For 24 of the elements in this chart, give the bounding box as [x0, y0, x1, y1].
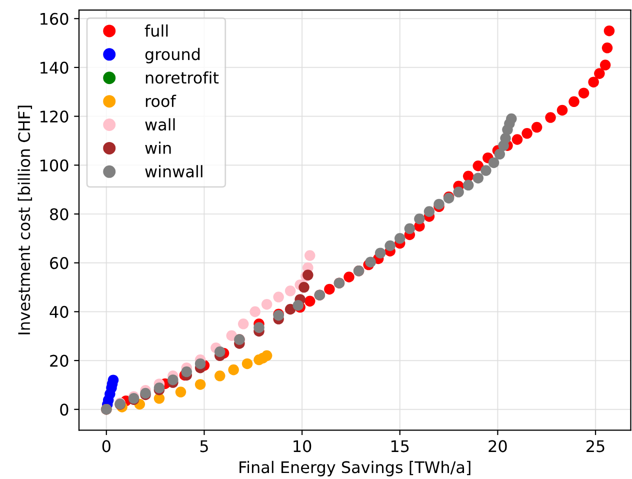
x-tick-label: 25 [586, 440, 604, 452]
legend-label: wall [145, 118, 175, 131]
legend-label: ground [145, 48, 200, 64]
y-axis-title: Investment cost [billion CHF] [18, 106, 32, 334]
x-axis-title: Final Energy Savings [TWh/a] [240, 460, 470, 476]
y-tick-label: 100 [40, 159, 68, 172]
y-tick-label: 60 [50, 257, 68, 270]
x-tick-label: 15 [391, 440, 409, 452]
legend-label: roof [146, 94, 176, 108]
y-tick-label: 0 [60, 404, 68, 416]
y-tick-label: 80 [50, 208, 68, 220]
x-tick-label: 5 [200, 440, 208, 452]
y-tick-label: 120 [40, 110, 68, 123]
y-tick-label: 140 [40, 62, 68, 74]
x-tick-label: 0 [102, 440, 110, 452]
y-tick-label: 20 [50, 354, 68, 367]
legend-label: noretrofit [146, 71, 219, 84]
legend-label: full [144, 24, 168, 37]
legend-label: winwall [145, 165, 202, 178]
y-tick-label: 160 [40, 12, 68, 25]
legend-label: win [145, 142, 171, 154]
y-tick-label: 40 [50, 306, 68, 318]
x-tick-label: 20 [488, 440, 507, 452]
x-tick-label: 10 [294, 440, 312, 452]
